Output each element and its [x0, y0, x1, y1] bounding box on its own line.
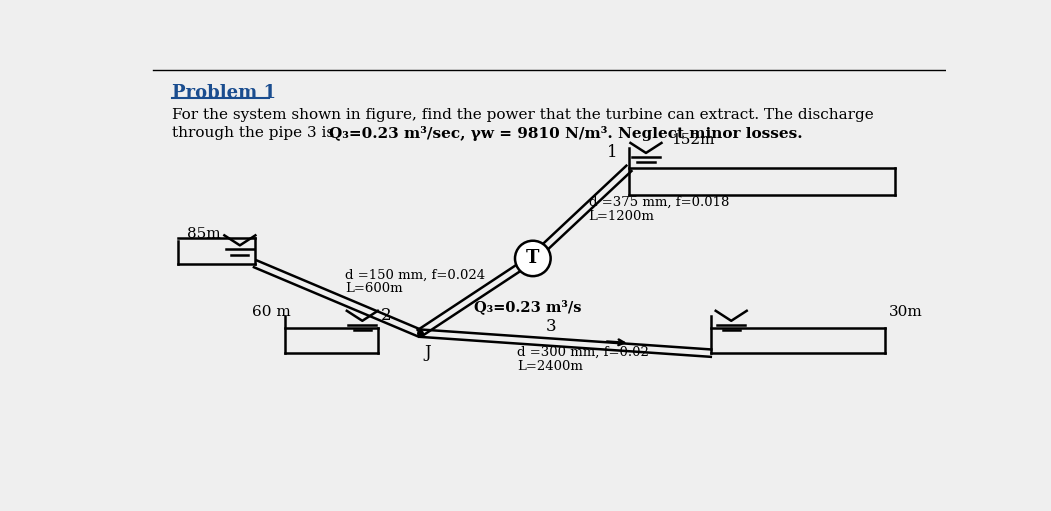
Text: 3: 3 — [547, 318, 557, 335]
Text: For the system shown in figure, find the power that the turbine can extract. The: For the system shown in figure, find the… — [171, 108, 873, 122]
Text: J: J — [425, 344, 431, 361]
Text: d =150 mm, f=0.024: d =150 mm, f=0.024 — [346, 269, 486, 282]
Text: 30m: 30m — [889, 305, 923, 319]
Text: d =375 mm, f=0.018: d =375 mm, f=0.018 — [589, 196, 729, 209]
Text: 2: 2 — [380, 307, 392, 324]
Text: 60 m: 60 m — [252, 305, 291, 319]
Text: L=2400m: L=2400m — [517, 360, 583, 373]
Text: Q₃=0.23 m³/s: Q₃=0.23 m³/s — [474, 300, 581, 315]
Circle shape — [515, 241, 551, 276]
Text: d =300 mm, f=0.02: d =300 mm, f=0.02 — [517, 346, 650, 359]
Text: Problem 1: Problem 1 — [171, 84, 275, 102]
Text: L=600m: L=600m — [346, 283, 403, 295]
Text: T: T — [527, 249, 539, 267]
Text: 152m: 152m — [672, 133, 715, 147]
Text: 85m: 85m — [187, 227, 221, 241]
Text: L=1200m: L=1200m — [589, 210, 655, 223]
Text: through the pipe 3 is: through the pipe 3 is — [171, 126, 338, 140]
Text: Q₃=0.23 m³/sec, γw = 9810 N/m³. Neglect minor losses.: Q₃=0.23 m³/sec, γw = 9810 N/m³. Neglect … — [329, 126, 803, 141]
Text: 1: 1 — [607, 144, 618, 160]
